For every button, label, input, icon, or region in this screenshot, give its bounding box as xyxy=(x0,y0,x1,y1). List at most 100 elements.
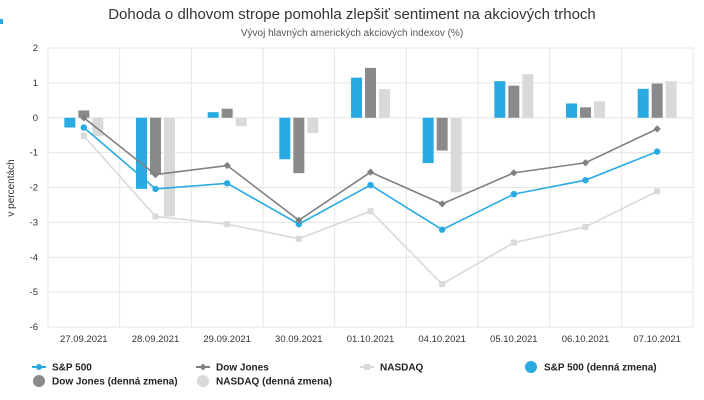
legend-label: NASDAQ (denná zmena) xyxy=(216,377,332,388)
point xyxy=(223,161,231,170)
point xyxy=(653,125,661,133)
bar xyxy=(164,117,175,217)
y-tick-label: -2 xyxy=(30,183,38,194)
point xyxy=(295,220,303,228)
point xyxy=(366,168,375,176)
markers xyxy=(80,114,661,288)
point xyxy=(438,226,446,233)
legend-label: S&P 500 xyxy=(52,363,92,374)
legend-marker xyxy=(33,375,45,387)
point xyxy=(224,221,231,228)
point xyxy=(152,185,159,193)
bar xyxy=(651,83,663,118)
corner-marker xyxy=(0,19,3,24)
bar xyxy=(92,117,104,136)
bar xyxy=(293,117,305,174)
legend-label: S&P 500 (denná zmena) xyxy=(544,363,657,374)
legend-marker xyxy=(197,375,209,387)
y-tick-label: -6 xyxy=(30,322,38,333)
bar xyxy=(422,117,434,164)
legend-label: NASDAQ xyxy=(380,363,424,374)
bar xyxy=(580,107,591,118)
point xyxy=(438,200,446,208)
legend-item: Dow Jones xyxy=(196,363,269,374)
bar xyxy=(78,110,90,118)
bar xyxy=(494,81,506,118)
legend-marker xyxy=(525,361,537,373)
point xyxy=(151,170,160,179)
bar xyxy=(594,101,605,118)
legend-item: NASDAQ (denná zmena) xyxy=(197,375,332,388)
y-tick-labels: -6 -5 -4 -3 -2 -1 0 1 2 xyxy=(30,43,38,333)
point xyxy=(295,235,302,242)
x-tick-label: 28.09.2021 xyxy=(132,334,180,345)
chart-subtitle: Vývoj hlavných amerických akciových inde… xyxy=(241,28,463,39)
bar xyxy=(436,117,448,151)
legend-label: Dow Jones (denná zmena) xyxy=(52,377,178,388)
point xyxy=(582,176,589,184)
x-tick-labels: 27.09.2021 28.09.2021 29.09.2021 30.09.2021… xyxy=(60,334,681,345)
bar xyxy=(379,89,390,118)
point xyxy=(367,181,374,189)
y-tick-label: 0 xyxy=(33,113,38,124)
legend-marker xyxy=(364,364,370,370)
point xyxy=(510,239,517,246)
point xyxy=(510,169,518,177)
point xyxy=(654,188,661,195)
bar xyxy=(207,112,219,118)
bars xyxy=(64,67,677,217)
bar xyxy=(365,67,376,118)
bar xyxy=(136,117,147,189)
point xyxy=(510,190,518,198)
bar xyxy=(279,117,291,160)
x-tick-label: 29.09.2021 xyxy=(203,334,251,345)
point xyxy=(80,114,88,122)
legend-item: NASDAQ xyxy=(360,363,424,374)
point xyxy=(80,124,88,131)
point xyxy=(295,216,303,224)
y-tick-label: -3 xyxy=(30,217,38,228)
bar xyxy=(665,81,677,118)
bar xyxy=(450,117,462,193)
x-tick-label: 07.10.2021 xyxy=(633,334,681,345)
point xyxy=(653,148,661,155)
point xyxy=(581,159,590,167)
bar xyxy=(566,103,577,118)
bar xyxy=(235,117,247,127)
legend-marker xyxy=(36,364,42,370)
point xyxy=(223,180,231,187)
y-tick-label: -1 xyxy=(30,148,38,159)
legend-item: S&P 500 (denná zmena) xyxy=(525,361,657,374)
x-tick-label: 06.10.2021 xyxy=(562,334,610,345)
chart-title: Dohoda o dlhovom strope pomohla zlepšiť … xyxy=(108,6,596,23)
bar xyxy=(508,85,520,118)
point xyxy=(367,208,374,215)
y-tick-label: 1 xyxy=(33,78,38,89)
legend-marker xyxy=(199,363,207,371)
point xyxy=(582,223,589,230)
y-axis-title: v percentách xyxy=(6,159,17,216)
bar xyxy=(307,117,319,134)
x-tick-label: 04.10.2021 xyxy=(418,334,466,345)
x-tick-label: 01.10.2021 xyxy=(347,334,395,345)
bar xyxy=(522,74,534,118)
bar xyxy=(150,117,161,175)
y-tick-label: -5 xyxy=(30,287,38,298)
point xyxy=(439,281,446,288)
bar xyxy=(221,108,233,118)
bar xyxy=(64,117,76,128)
x-tick-label: 27.09.2021 xyxy=(60,334,108,345)
x-tick-label: 30.09.2021 xyxy=(275,334,323,345)
x-tick-label: 05.10.2021 xyxy=(490,334,538,345)
y-tick-label: -4 xyxy=(30,252,38,263)
point xyxy=(152,213,159,220)
bar xyxy=(637,88,649,118)
legend: S&P 500 Dow Jones NASDAQ S&P 500 (denná zme… xyxy=(32,361,657,388)
legend-item: S&P 500 xyxy=(32,363,92,374)
legend-item: Dow Jones (denná zmena) xyxy=(33,375,178,388)
legend-label: Dow Jones xyxy=(216,363,269,374)
y-tick-label: 2 xyxy=(33,43,38,54)
point xyxy=(80,132,87,139)
bar xyxy=(351,77,362,118)
